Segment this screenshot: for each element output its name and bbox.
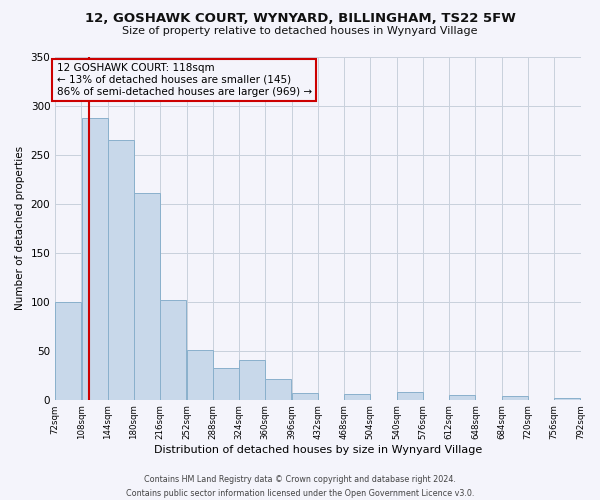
Bar: [397, 392, 423, 400]
Bar: [292, 393, 317, 400]
Bar: [265, 379, 292, 400]
Text: Size of property relative to detached houses in Wynyard Village: Size of property relative to detached ho…: [122, 26, 478, 36]
Bar: [134, 193, 160, 400]
Text: Contains HM Land Registry data © Crown copyright and database right 2024.
Contai: Contains HM Land Registry data © Crown c…: [126, 476, 474, 498]
Text: 12 GOSHAWK COURT: 118sqm
← 13% of detached houses are smaller (145)
86% of semi-: 12 GOSHAWK COURT: 118sqm ← 13% of detach…: [56, 64, 312, 96]
Bar: [502, 396, 528, 400]
Bar: [344, 394, 370, 400]
Bar: [55, 302, 81, 400]
Bar: [213, 368, 239, 400]
Y-axis label: Number of detached properties: Number of detached properties: [15, 146, 25, 310]
Text: 12, GOSHAWK COURT, WYNYARD, BILLINGHAM, TS22 5FW: 12, GOSHAWK COURT, WYNYARD, BILLINGHAM, …: [85, 12, 515, 26]
X-axis label: Distribution of detached houses by size in Wynyard Village: Distribution of detached houses by size …: [154, 445, 482, 455]
Bar: [108, 140, 134, 400]
Bar: [554, 398, 580, 400]
Bar: [239, 360, 265, 400]
Bar: [160, 300, 187, 400]
Bar: [449, 395, 475, 400]
Bar: [82, 118, 107, 400]
Bar: [187, 350, 212, 400]
